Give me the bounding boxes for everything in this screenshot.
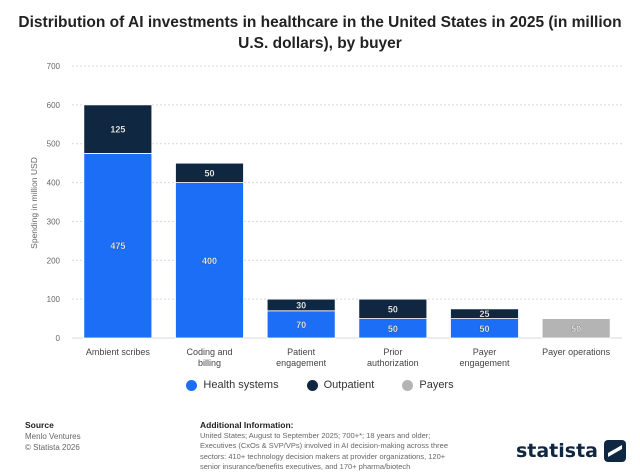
x-tick-label: engagement — [276, 358, 327, 368]
bar-segment[interactable] — [358, 298, 428, 319]
legend-item-health-systems[interactable]: Health systems — [186, 379, 279, 391]
data-label: 25 — [479, 309, 489, 319]
x-tick-label: Payer — [473, 347, 497, 357]
x-tick-label: Coding and — [186, 347, 232, 357]
source-block: Source Menlo Ventures © Statista 2026 — [25, 420, 81, 453]
chart-title-line-1: Distribution of AI investments in health… — [18, 14, 622, 31]
source-heading: Source — [25, 420, 54, 430]
y-axis-title: Spending in million USD — [29, 157, 39, 249]
statista-logo-icon — [604, 440, 626, 462]
bar-layer — [83, 104, 611, 339]
bar-segment[interactable] — [175, 162, 244, 183]
data-label: 125 — [110, 125, 125, 135]
chart-title-line-2: U.S. dollars), by buyer — [238, 35, 402, 52]
additional-info-line: senior insurance/benefits executives, an… — [200, 462, 411, 471]
legend-label-outpatient: Outpatient — [323, 379, 375, 391]
data-label: 475 — [110, 241, 125, 251]
data-label: 400 — [202, 256, 217, 266]
x-tick-label: billing — [198, 358, 221, 368]
source-name[interactable]: Menlo Ventures — [25, 432, 81, 441]
data-label: 50 — [571, 324, 581, 334]
label-layer: 475 125 Ambient scribes 400 50 Coding andbill… — [86, 124, 611, 368]
data-label: 50 — [204, 168, 214, 178]
chart-title: Distribution of AI investments in health… — [0, 12, 640, 54]
brand-name: statista — [515, 440, 598, 462]
x-tick-label: Prior — [383, 347, 402, 357]
legend-label-health-systems: Health systems — [203, 379, 279, 391]
data-label: 50 — [479, 324, 489, 334]
data-label: 50 — [388, 324, 398, 334]
legend-dot-payers — [402, 379, 414, 391]
y-tick-label: 0 — [56, 334, 61, 343]
x-tick-label: engagement — [459, 358, 510, 368]
additional-info-heading: Additional Information: — [200, 420, 294, 430]
bar-segment[interactable] — [266, 310, 336, 339]
y-tick-label: 100 — [47, 295, 61, 304]
data-label: 50 — [388, 304, 398, 314]
y-tick-label: 300 — [47, 217, 61, 226]
bar-segment[interactable] — [175, 182, 244, 339]
y-tick-label: 600 — [47, 101, 61, 110]
bar-segment[interactable] — [83, 153, 153, 339]
y-tick-label: 400 — [47, 179, 61, 188]
y-tick-label: 200 — [47, 256, 61, 265]
legend: Health systems Outpatient Payers — [0, 379, 640, 391]
x-tick-label: Ambient scribes — [86, 347, 151, 357]
legend-item-outpatient[interactable]: Outpatient — [306, 379, 375, 391]
x-tick-label: authorization — [367, 358, 419, 368]
copyright: © Statista 2026 — [25, 443, 80, 452]
legend-dot-health-systems — [186, 379, 198, 391]
legend-item-payers[interactable]: Payers — [402, 379, 454, 391]
additional-info-block: Additional Information: United States; A… — [200, 420, 465, 473]
bar-segment[interactable] — [266, 298, 336, 312]
y-tick-label: 700 — [47, 62, 61, 71]
y-tick-label: 500 — [47, 140, 61, 149]
grid-layer: 0 100 200 300 400 500 600 700 — [47, 62, 622, 343]
legend-dot-outpatient — [306, 379, 318, 391]
statista-logo[interactable]: statista — [516, 440, 626, 462]
data-label: 70 — [296, 320, 306, 330]
data-label: 30 — [296, 300, 306, 310]
x-tick-label: Patient — [287, 347, 316, 357]
bar-segment[interactable] — [541, 318, 611, 339]
additional-info-line: United States; August to September 2025;… — [200, 430, 431, 440]
additional-info-line: sectors: 410+ technology decision makers… — [200, 451, 446, 461]
bar-segment[interactable] — [450, 308, 519, 319]
additional-info-line: Executives (CxOs & SVP/VPs) involved in … — [200, 441, 449, 450]
legend-label-payers: Payers — [419, 379, 454, 391]
bar-segment[interactable] — [83, 104, 153, 154]
x-tick-label: Payer operations — [542, 347, 611, 357]
